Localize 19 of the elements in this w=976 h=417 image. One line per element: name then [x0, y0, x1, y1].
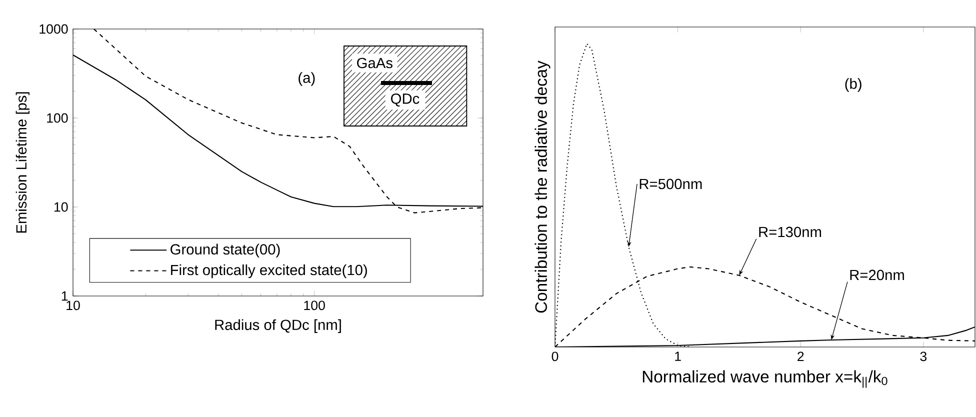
legend-label: Ground state(00) [170, 244, 280, 258]
legend-label: First optically excited state(10) [171, 264, 367, 278]
y-tick-label: 1 [62, 291, 68, 301]
x-axis-title: Normalized wave number x=k$_{||}$/k$_{0}$ [642, 370, 888, 388]
y-tick-label: 1000 [40, 24, 68, 34]
text: R=130nm [759, 226, 822, 238]
x-axis-title: Radius of QDc [nm] [215, 319, 341, 333]
annotation: (b) [845, 78, 862, 92]
y-tick-label: 100 [47, 113, 68, 123]
x-tick-label: 1 [675, 352, 681, 361]
series-label: R=500nm [640, 178, 702, 190]
annotation: (a) [298, 72, 315, 86]
text: R=20nm [850, 270, 904, 280]
y-tick-label: 10 [54, 202, 68, 212]
y-axis-title: Emission Lifetime [ps] [16, 92, 30, 233]
x-tick-label: 0 [552, 352, 558, 362]
x-tick-label: 2 [798, 352, 804, 362]
y-axis-title: Contribution to the radiative decay [534, 60, 550, 313]
x-tick-label: 3 [920, 352, 927, 362]
